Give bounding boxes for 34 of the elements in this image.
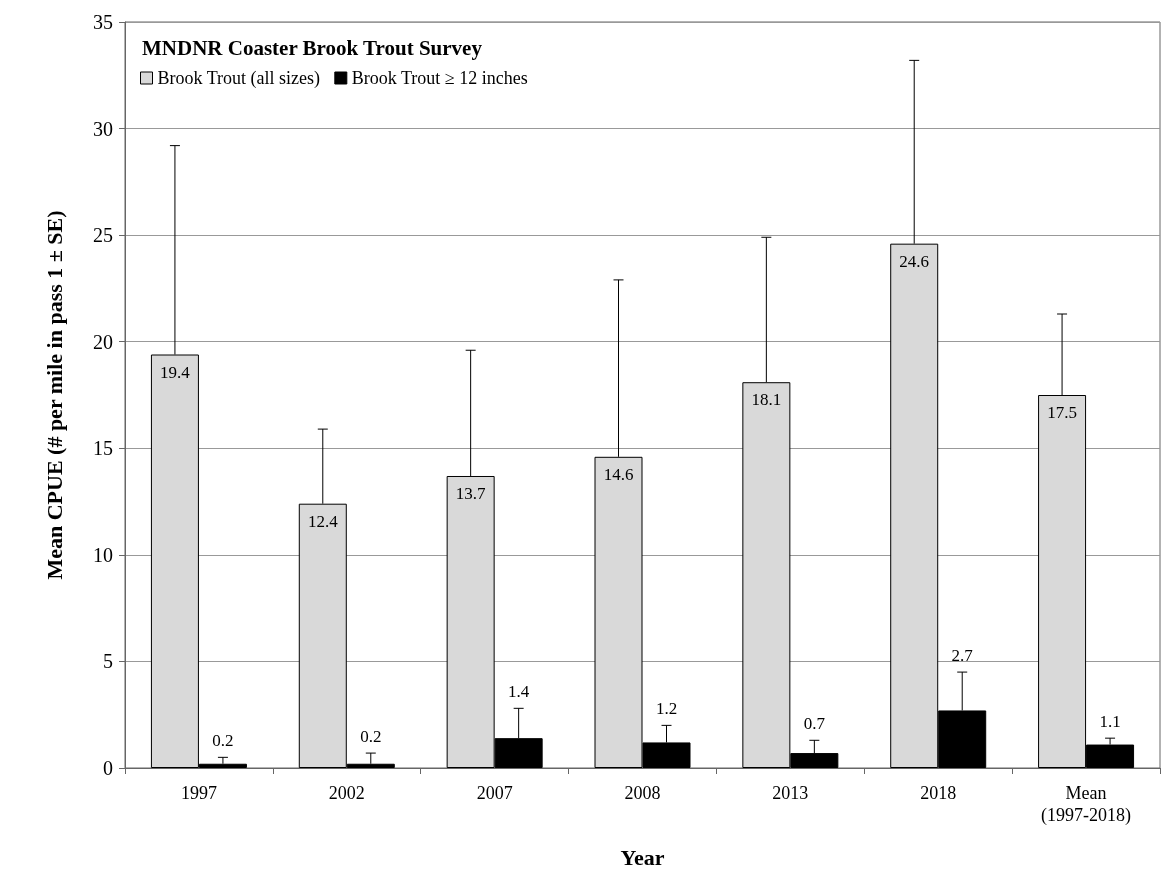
- data-label: 18.1: [751, 390, 782, 410]
- x-tick-label: 2008: [624, 783, 661, 803]
- data-label: 0.2: [212, 731, 234, 751]
- y-tick-label: 25: [93, 224, 113, 247]
- data-label: 1.4: [508, 682, 530, 702]
- data-label: 1.1: [1099, 712, 1121, 732]
- y-tick-label: 35: [93, 11, 113, 33]
- y-tick-label: 10: [93, 543, 113, 566]
- y-tick-label: 15: [93, 437, 113, 460]
- y-axis-title: Mean CPUE (# per mile in pass 1 ± SE): [41, 210, 67, 580]
- data-label: 17.5: [1047, 403, 1077, 422]
- y-tick-label: 0: [103, 757, 113, 779]
- legend-label: Brook Trout ≥ 12 inches: [351, 68, 528, 88]
- data-label: 13.7: [455, 483, 487, 503]
- x-axis-title: Year: [620, 844, 665, 870]
- x-tick-label: 2013: [772, 783, 809, 803]
- y-tick-label: 30: [93, 117, 113, 140]
- legend-label: Brook Trout (all sizes): [157, 68, 321, 89]
- data-label: 1.2: [655, 699, 678, 719]
- x-tick-label: 2018: [920, 783, 957, 803]
- data-label: 2.7: [951, 646, 974, 666]
- data-label: 0.7: [803, 714, 826, 734]
- data-label: 0.2: [360, 727, 382, 747]
- data-label: 24.6: [899, 251, 930, 271]
- x-tick-label: 2007: [476, 783, 513, 803]
- y-tick-label: 5: [103, 650, 113, 673]
- x-tick-label: 2002: [328, 783, 365, 803]
- data-label: 19.4: [160, 362, 191, 382]
- x-tick-label: Mean (1997-2018): [1041, 783, 1132, 826]
- data-label: 14.6: [603, 464, 634, 484]
- x-tick-label: 1997: [180, 783, 217, 803]
- text: MNDNR Coaster Brook Trout Survey: [142, 35, 483, 60]
- data-label: 12.4: [307, 511, 339, 531]
- y-tick-label: 20: [93, 330, 113, 353]
